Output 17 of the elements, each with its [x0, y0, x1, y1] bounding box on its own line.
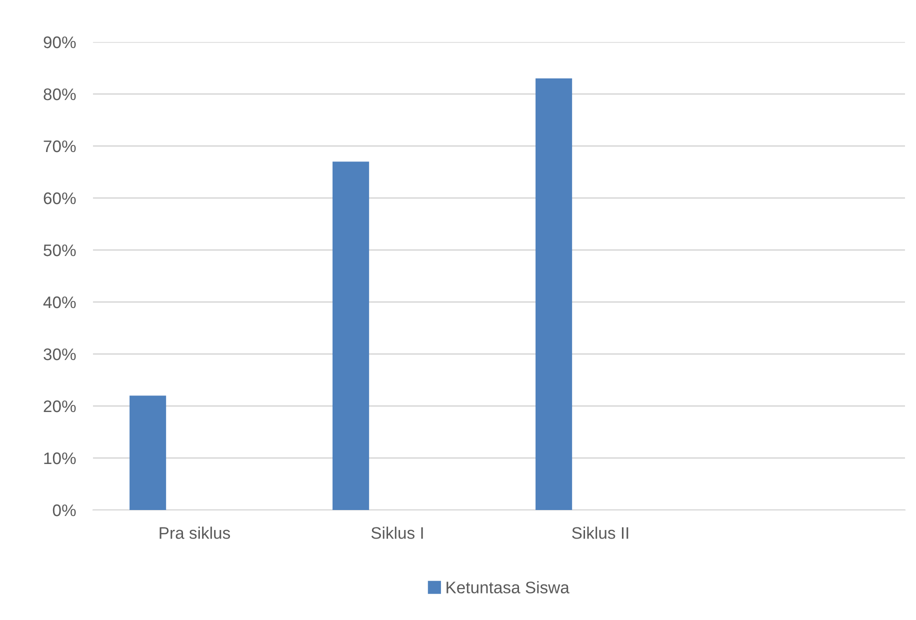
- y-tick-label: 50%: [44, 244, 76, 256]
- x-tick-label: Siklus I: [371, 526, 423, 539]
- bar: [536, 78, 572, 510]
- y-tick-label: 30%: [44, 348, 76, 360]
- y-tick-label: 70%: [44, 140, 76, 152]
- y-tick-label: 20%: [44, 400, 76, 412]
- y-tick-label: 40%: [43, 296, 76, 308]
- y-tick-label: 80%: [44, 88, 76, 100]
- y-tick-label: 0%: [52, 504, 76, 516]
- y-tick-label: 90%: [44, 36, 76, 48]
- bar: [130, 396, 166, 510]
- x-tick-label: Siklus II: [572, 526, 628, 539]
- bar: [332, 162, 370, 510]
- y-tick-label: 10%: [44, 452, 76, 464]
- y-tick-label: 60%: [44, 192, 76, 204]
- legend-label: Ketuntasa Siswa: [446, 581, 570, 594]
- x-tick-label: Pra siklus: [160, 526, 230, 539]
